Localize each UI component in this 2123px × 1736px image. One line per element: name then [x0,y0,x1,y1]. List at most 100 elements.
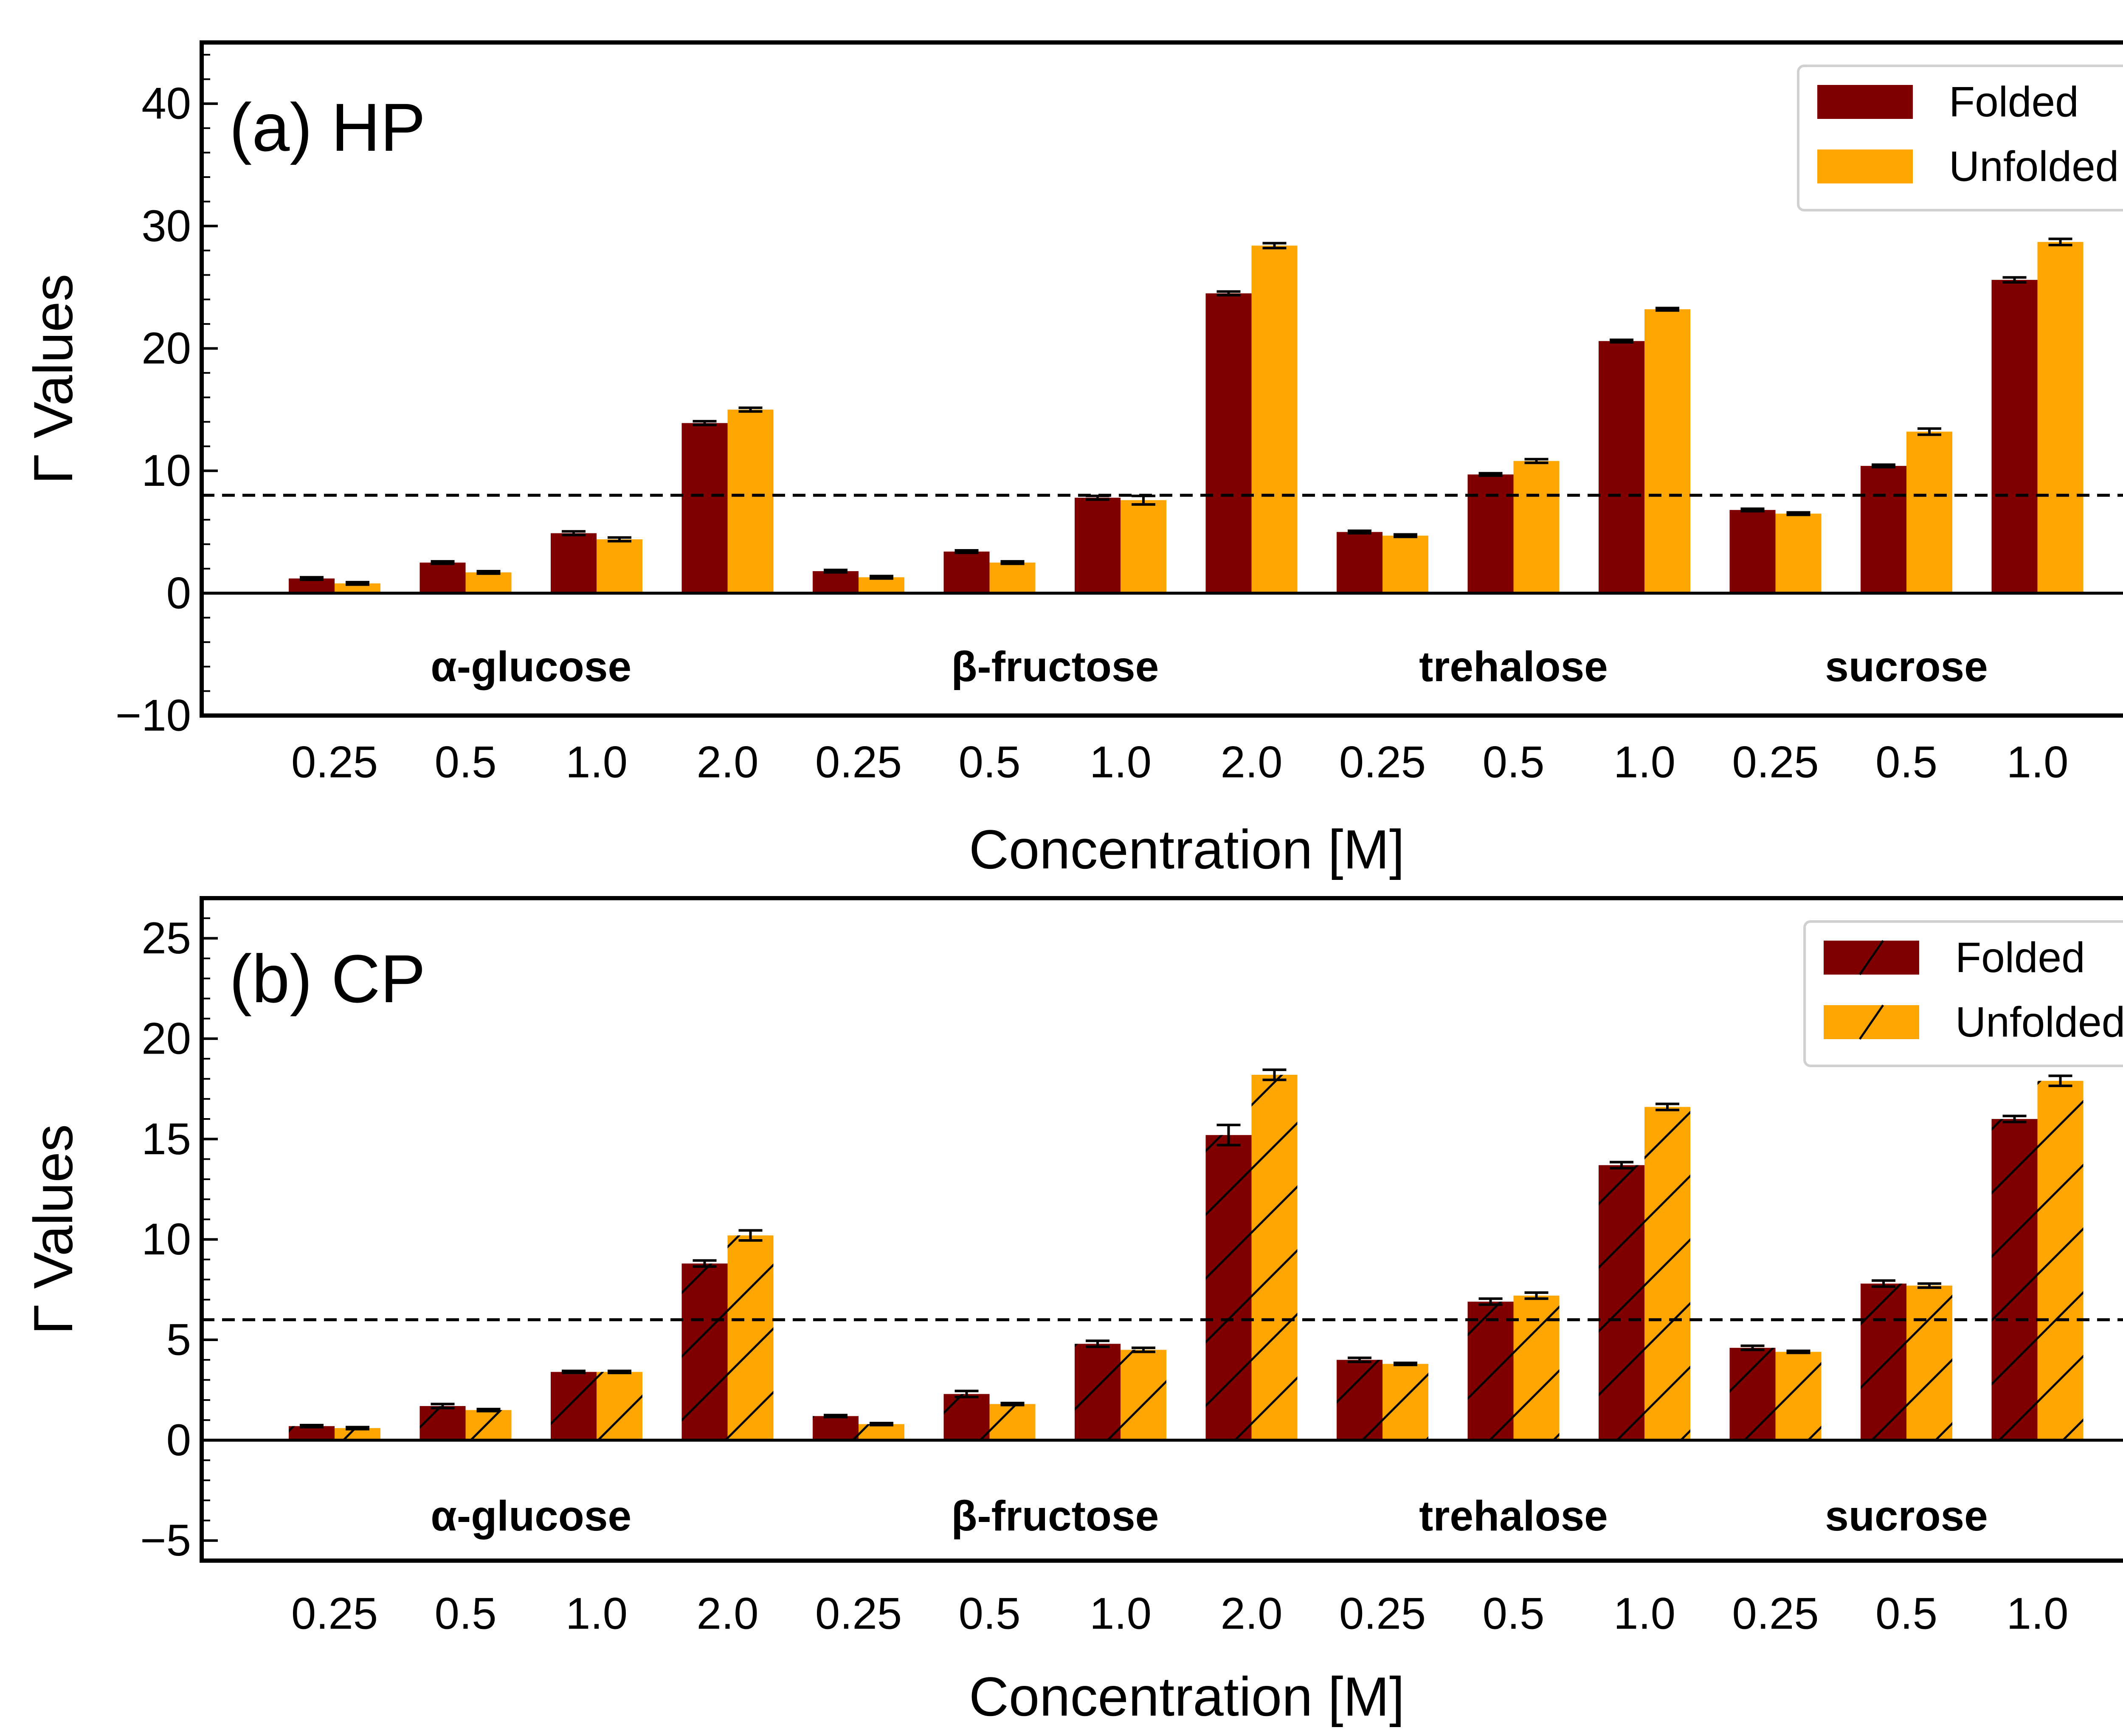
legend-swatch-folded [1817,85,1913,119]
x-tick-label: 0.25 [815,1589,902,1639]
x-tick-label: 1.0 [1613,1589,1675,1639]
group-label: sucrose [1825,643,1988,690]
x-tick-label: 0.25 [1339,738,1426,787]
error-bar-folded-11 [1740,507,1765,513]
group-label: trehalose [1419,643,1608,690]
error-bar-unfolded-1 [476,1408,501,1412]
y-tick-label: 30 [141,201,191,251]
group-label: α-glucose [431,1492,631,1540]
error-bar-unfolded-5 [1000,560,1025,565]
y-tick-label: 10 [141,1215,191,1264]
bar-folded-2 [551,533,597,593]
y-tick-label: 40 [141,79,191,129]
legend-label-unfolded: Unfolded [1949,143,2119,190]
error-bar-unfolded-10 [1656,307,1679,312]
error-bar-folded-10 [1610,338,1633,344]
error-bar-unfolded-13 [2048,1074,2072,1087]
bar-unfolded-10 [1644,309,1690,593]
y-tick-label: −10 [115,691,191,741]
error-bar-folded-8 [1348,529,1371,535]
bar-unfolded-2 [597,539,642,593]
error-bar-folded-1 [431,1403,455,1409]
bar-hatch-folded-8 [1337,1360,1382,1440]
x-tick-label: 1.0 [566,738,628,787]
x-tick-label: 1.0 [2007,1589,2069,1639]
bar-hatch-unfolded-12 [1906,1285,1952,1440]
x-tick-label: 1.0 [566,1589,628,1639]
x-tick-label: 0.25 [291,1589,378,1639]
legend-label-unfolded: Unfolded [1955,998,2123,1046]
error-bar-unfolded-3 [738,1229,763,1242]
error-bar-unfolded-8 [1394,533,1417,538]
error-bar-folded-9 [1478,1297,1503,1306]
bar-hatch-unfolded-1 [465,1410,512,1440]
bar-unfolded-6 [1121,500,1166,593]
x-tick-label: 0.5 [959,738,1021,787]
plot-frame [200,896,2123,1563]
error-bar-unfolded-4 [870,1422,893,1426]
bar-folded-7 [1205,293,1252,593]
x-axis-title: Concentration [M] [969,818,1405,880]
panel-label: (a) HP [229,89,425,165]
bar-folded-6 [1075,498,1121,593]
error-bar-unfolded-13 [2048,237,2072,246]
bar-hatch-unfolded-8 [1382,1364,1428,1440]
error-bar-unfolded-9 [1524,1291,1549,1300]
legend-label-folded: Folded [1955,934,2085,981]
bar-hatch-folded-11 [1729,1347,1776,1440]
bar-unfolded-11 [1775,513,1822,593]
y-axis-title: Γ Values [22,1124,84,1335]
group-label: sucrose [1825,1492,1988,1540]
bar-unfolded-1 [465,572,512,593]
error-bar-unfolded-12 [1917,1282,1941,1289]
x-tick-label: 0.25 [1732,738,1819,787]
x-tick-label: 1.0 [2007,738,2069,787]
error-bar-folded-7 [1216,290,1241,297]
bar-hatch-unfolded-11 [1775,1352,1822,1440]
error-bar-unfolded-3 [738,406,763,413]
legend: Folded Unfolded [1797,65,2123,211]
error-bar-unfolded-10 [1656,1102,1679,1111]
error-bar-unfolded-8 [1394,1361,1417,1367]
x-axis-title: Concentration [M] [969,1666,1405,1728]
error-bar-folded-5 [955,1389,979,1398]
error-bar-folded-0 [300,1423,324,1429]
x-tick-label: 0.5 [959,1589,1021,1639]
error-bar-unfolded-11 [1786,1350,1810,1354]
legend-hatch [1858,940,1884,975]
error-bar-folded-13 [2002,276,2027,284]
error-bar-folded-0 [300,576,324,581]
y-tick-label: 15 [141,1114,191,1164]
error-bar-folded-6 [1086,1339,1109,1348]
x-tick-label: 0.5 [1483,1589,1545,1639]
bar-hatch-unfolded-3 [727,1235,774,1440]
x-tick-label: 1.0 [1090,1589,1152,1639]
bar-folded-1 [420,562,466,593]
error-bar-unfolded-7 [1262,242,1287,250]
bar-folded-11 [1729,510,1776,593]
bar-hatch-unfolded-7 [1251,1075,1298,1440]
bar-folded-12 [1861,466,1906,593]
bar-hatch-folded-6 [1075,1344,1121,1440]
bar-folded-4 [813,571,859,593]
x-tick-label: 0.5 [1483,738,1545,787]
panel-label: (b) CP [229,941,425,1017]
y-axis-title: Γ Values [22,274,84,485]
x-tick-label: 0.5 [1875,1589,1937,1639]
error-bar-unfolded-0 [346,581,369,586]
x-tick-label: 0.25 [815,738,902,787]
error-bar-folded-12 [1872,463,1895,468]
error-bar-folded-4 [824,1414,848,1418]
bar-unfolded-7 [1251,245,1298,593]
bar-hatch-unfolded-6 [1121,1350,1166,1440]
bar-hatch-folded-13 [1991,1119,2038,1440]
bar-unfolded-9 [1513,461,1560,593]
bar-folded-3 [681,423,728,593]
bar-hatch-folded-1 [420,1406,466,1440]
error-bar-folded-1 [431,560,455,565]
error-bar-unfolded-9 [1524,458,1549,464]
y-tick-label: 25 [141,913,191,963]
x-tick-label: 2.0 [1221,738,1283,787]
error-bar-unfolded-2 [608,536,631,543]
y-tick-label: 20 [141,1014,191,1063]
